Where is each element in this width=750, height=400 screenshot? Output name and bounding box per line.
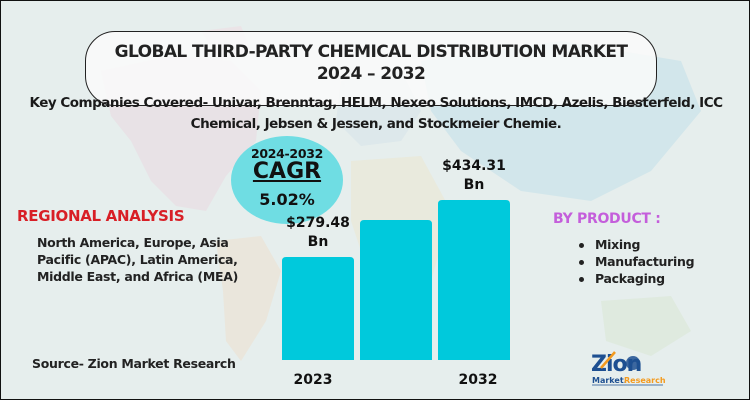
by-product-title: BY PRODUCT : [553, 211, 661, 227]
title-line-1: GLOBAL THIRD-PARTY CHEMICAL DISTRIBUTION… [114, 42, 628, 62]
logo-sub-right: Research [624, 376, 665, 385]
data-label-2032-value: $434.31 [442, 158, 506, 174]
cagr-label-wrap: CAGR [231, 159, 343, 184]
key-companies-line-1: Key Companies Covered- Univar, Brenntag,… [29, 95, 723, 111]
x-tick-label-2023: 2023 [294, 372, 333, 388]
cagr-label: CAGR [252, 159, 322, 184]
regional-analysis-body: North America, Europe, Asia Pacific (APA… [37, 235, 238, 284]
map-australia [601, 296, 691, 356]
key-companies-line-2: Chemical, Jebsen & Jessen, and Stockmeie… [190, 116, 562, 132]
product-item: Manufacturing [576, 253, 695, 270]
key-companies: Key Companies Covered- Univar, Brenntag,… [9, 93, 743, 135]
source-note: Source- Zion Market Research [32, 356, 236, 371]
bar-2023 [282, 257, 354, 360]
data-label-2023-value: $279.48 [286, 215, 350, 231]
cagr-period: 2024-2032 [250, 146, 324, 161]
data-label-2023-unit: Bn [308, 234, 329, 250]
by-product-list: Mixing Manufacturing Packaging [576, 236, 695, 287]
logo-arrow-icon [600, 351, 616, 369]
x-tick-label-2032: 2032 [459, 372, 498, 388]
bar-intermediate [360, 220, 432, 360]
page-title: GLOBAL THIRD-PARTY CHEMICAL DISTRIBUTION… [85, 41, 657, 85]
zion-logo: Zion Market. Research [591, 351, 665, 386]
title-banner [85, 31, 657, 106]
bar-2032 [438, 200, 510, 360]
data-label-2032-unit: Bn [464, 177, 485, 193]
regional-analysis-title: REGIONAL ANALYSIS [17, 207, 185, 225]
cagr-value: 5.02% [259, 190, 315, 209]
product-item: Packaging [576, 270, 694, 287]
cagr-badge: 2024-2032 CAGR 5.02% [231, 136, 343, 224]
map-south-america [216, 236, 281, 361]
logo-sub-left: Market. [592, 376, 627, 385]
logo-globe-icon [626, 356, 640, 370]
title-line-2: 2024 – 2032 [316, 64, 426, 84]
product-item: Mixing [576, 236, 694, 253]
